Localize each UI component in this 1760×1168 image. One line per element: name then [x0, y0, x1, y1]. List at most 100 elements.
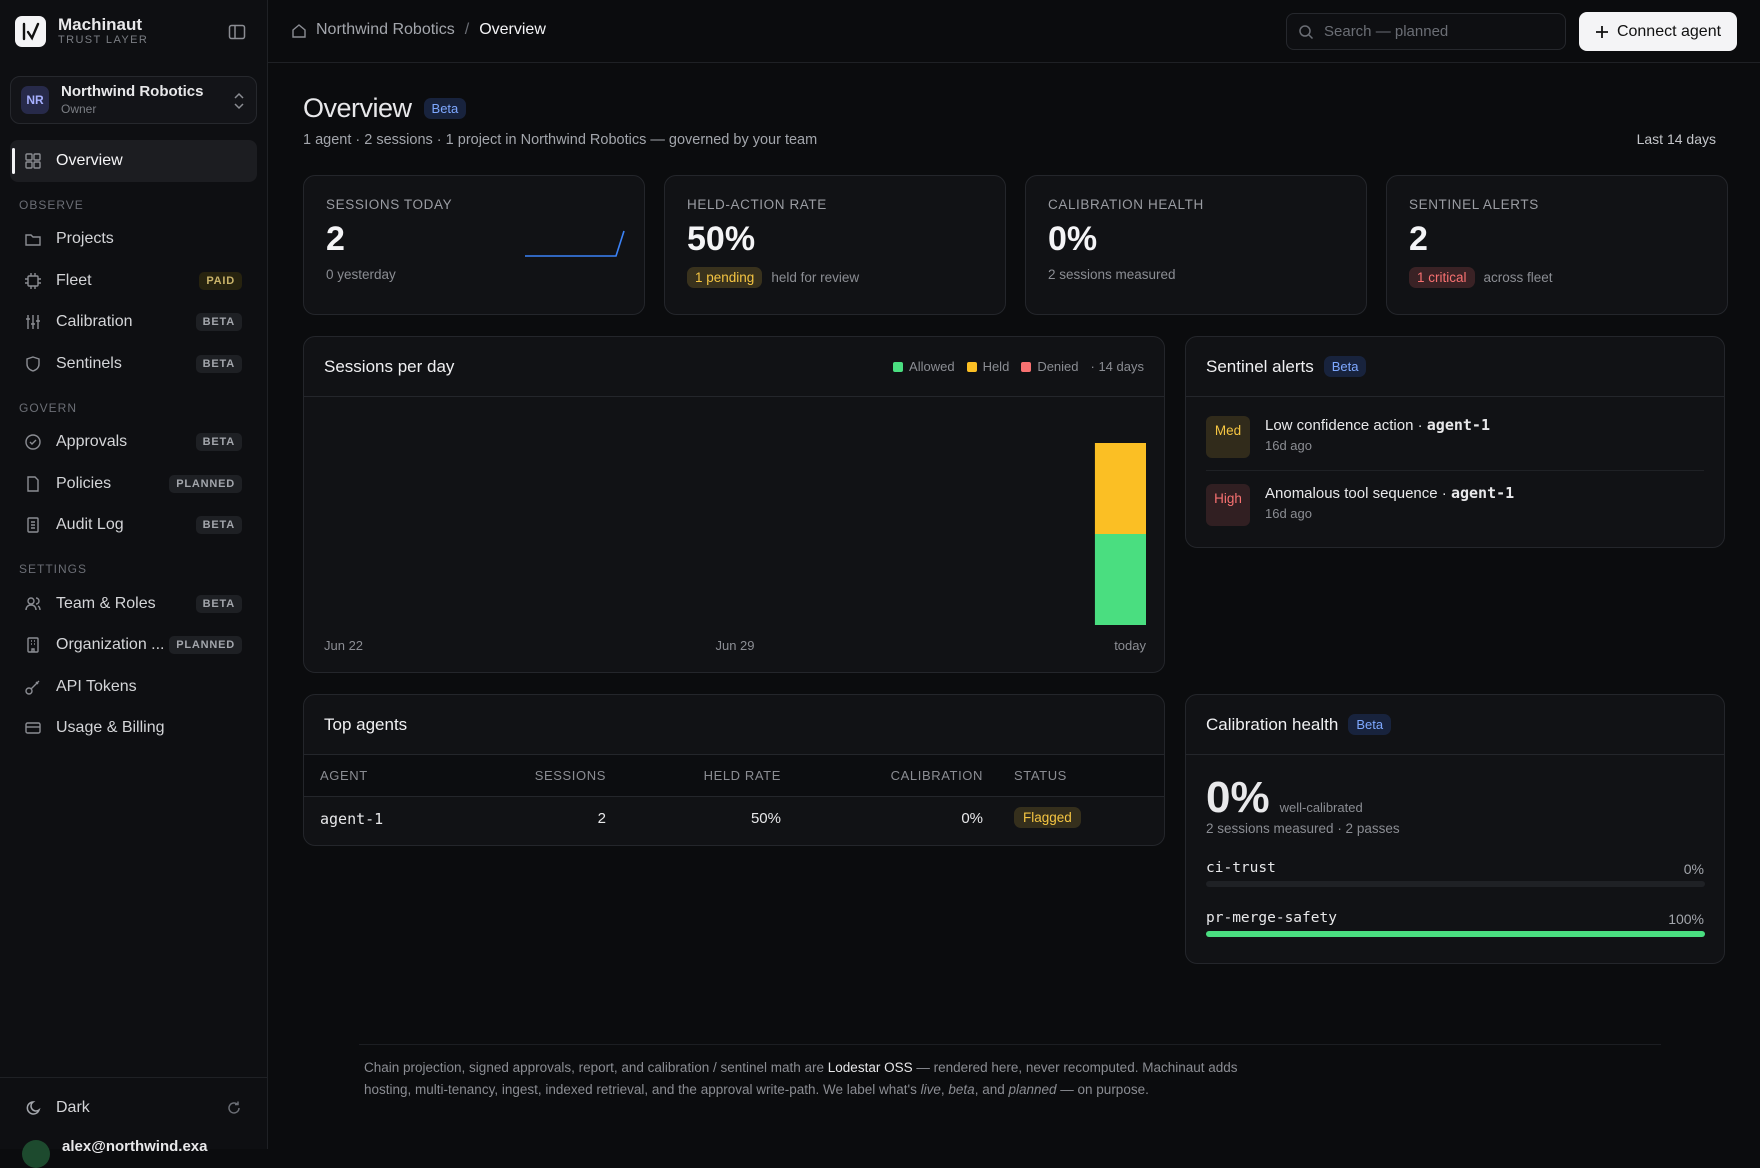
footer-link[interactable]: Lodestar OSS: [827, 1060, 913, 1075]
bar-segment: [1094, 534, 1146, 625]
footer-emphasis: live: [920, 1082, 941, 1097]
alert-text: Anomalous tool sequence ·: [1265, 485, 1451, 502]
footer-divider: [359, 1044, 1661, 1045]
nav: Overview OBSERVE Projects Fleet PAID Calibrat…: [10, 140, 257, 749]
stat-footer: 1 critical across fleet: [1409, 267, 1553, 288]
legend-item: Denied: [1021, 359, 1079, 374]
stat-card: SESSIONS TODAY 2 0 yesterday: [303, 175, 645, 315]
nav-icon: [26, 315, 40, 330]
legend-swatch: [1021, 361, 1032, 372]
nav-badge: BETA: [195, 354, 242, 373]
nav-item[interactable]: API Tokens: [10, 666, 257, 708]
breadcrumb: Northwind Robotics / Overview: [316, 21, 546, 39]
footer-emphasis: beta: [948, 1082, 975, 1097]
stat-value: 50%: [687, 220, 756, 258]
legend: Allowed Held Denied · 14 days: [893, 359, 1144, 374]
agents-card: Top agents AGENT SESSIONS HELD RATE CALIBRA…: [303, 694, 1165, 846]
stat-label: SESSIONS TODAY: [326, 197, 453, 212]
nav-section-label: OBSERVE: [19, 197, 84, 212]
x-tick-label: Jun 29: [715, 638, 754, 653]
theme-toggle[interactable]: Dark: [56, 1099, 90, 1116]
date-range[interactable]: Last 14 days: [1636, 131, 1716, 147]
nav-item[interactable]: Projects: [10, 219, 257, 261]
logo: [15, 16, 46, 47]
stat-note: held for review: [771, 270, 860, 285]
progress-track: [1206, 881, 1705, 887]
stat-card: SENTINEL ALERTS 2 1 critical across fleet: [1386, 175, 1728, 315]
card-header: Sessions per day Allowed Held Denied · 14 d…: [304, 337, 1164, 397]
chart: Jun 22 Jun 29 today: [324, 443, 1146, 653]
chart-title: Sessions per day: [324, 356, 455, 376]
nav-section-label: GOVERN: [19, 400, 78, 415]
severity-badge: High: [1206, 484, 1250, 526]
check-name: pr-merge-safety: [1206, 910, 1337, 926]
stat-card: HELD-ACTION RATE 50% 1 pending held for rev…: [664, 175, 1006, 315]
nav-badge: BETA: [195, 594, 242, 613]
table-cell[interactable]: agent-1: [320, 810, 384, 828]
nav-label: Projects: [56, 230, 114, 248]
sessions-chart-card: Sessions per day Allowed Held Denied · 14 d…: [303, 336, 1165, 673]
card-title: Top agents: [324, 714, 408, 734]
alert-agent: agent-1: [1426, 416, 1490, 434]
check-name: ci-trust: [1206, 860, 1276, 876]
card-title: Sentinel alerts: [1206, 356, 1314, 376]
refresh-icon[interactable]: [226, 1100, 242, 1116]
org-switcher[interactable]: NR Northwind Robotics Owner: [10, 76, 257, 124]
calibration-summary: 0% well-calibrated: [1206, 773, 1363, 823]
stat-value: 0%: [1048, 220, 1098, 258]
nav-item[interactable]: Sentinels BETA: [10, 343, 257, 385]
progress-bar: [1206, 931, 1705, 937]
user-avatar: [22, 1140, 50, 1168]
connect-agent-button[interactable]: Connect agent: [1579, 12, 1737, 51]
search-icon: [1299, 25, 1314, 40]
nav-item[interactable]: Policies PLANNED: [10, 463, 257, 505]
breadcrumb-current: Overview: [479, 21, 546, 38]
brand-name: Machinaut: [58, 15, 143, 34]
nav-icon: [25, 680, 40, 695]
alert-text: Low confidence action ·: [1265, 417, 1427, 434]
breadcrumb-link[interactable]: Northwind Robotics: [316, 21, 455, 38]
nav-badge: PLANNED: [169, 636, 242, 655]
nav-label: Approvals: [56, 433, 128, 451]
nav-badge: PAID: [199, 271, 242, 290]
nav-item[interactable]: Fleet PAID: [10, 260, 257, 302]
sidebar: Machinaut TRUST LAYER NR Northwind Robot…: [0, 0, 268, 1168]
nav-item[interactable]: Team & Roles BETA: [10, 583, 257, 625]
nav-icon: [25, 272, 41, 289]
collapse-button[interactable]: [228, 23, 246, 41]
footer-emphasis: planned: [1008, 1082, 1057, 1097]
nav-icon: [25, 153, 41, 169]
nav-item-active[interactable]: Overview: [10, 140, 257, 182]
alert-title: Low confidence action · agent-1: [1265, 416, 1490, 434]
page-title: Overview: [303, 93, 412, 123]
stat-footer: 0 yesterday: [326, 267, 396, 282]
nav-badge: BETA: [195, 313, 242, 332]
legend-range: · 14 days: [1090, 359, 1144, 374]
card-badge: Beta: [1323, 356, 1367, 377]
table-cell: 50%: [750, 810, 781, 827]
calibration-value: 0%: [1206, 773, 1270, 822]
nav-label: Calibration: [56, 313, 133, 331]
alert-time: 16d ago: [1265, 438, 1312, 453]
nav-item[interactable]: Usage & Billing: [10, 708, 257, 750]
user-email[interactable]: alex@northwind.exa: [62, 1138, 208, 1155]
nav-item[interactable]: Organization ... PLANNED: [10, 625, 257, 667]
legend-label: Held: [982, 359, 1010, 374]
footer-text: ,: [940, 1082, 949, 1097]
nav-item[interactable]: Audit Log BETA: [10, 505, 257, 547]
stat-note: 0 yesterday: [326, 267, 396, 282]
bar-segment: [1094, 443, 1146, 534]
stat-label: CALIBRATION HEALTH: [1048, 197, 1204, 212]
nav-icon: [26, 356, 40, 372]
stat-label: HELD-ACTION RATE: [687, 197, 827, 212]
nav-label: API Tokens: [56, 677, 137, 695]
stat-note: 2 sessions measured: [1048, 267, 1176, 282]
stat-note: across fleet: [1483, 270, 1553, 285]
page-header: Overview Beta: [303, 93, 467, 124]
nav-item[interactable]: Approvals BETA: [10, 422, 257, 464]
search-box[interactable]: Search — planned: [1286, 13, 1566, 50]
stat-pill: 1 critical: [1409, 267, 1475, 288]
nav-item[interactable]: Calibration BETA: [10, 302, 257, 344]
